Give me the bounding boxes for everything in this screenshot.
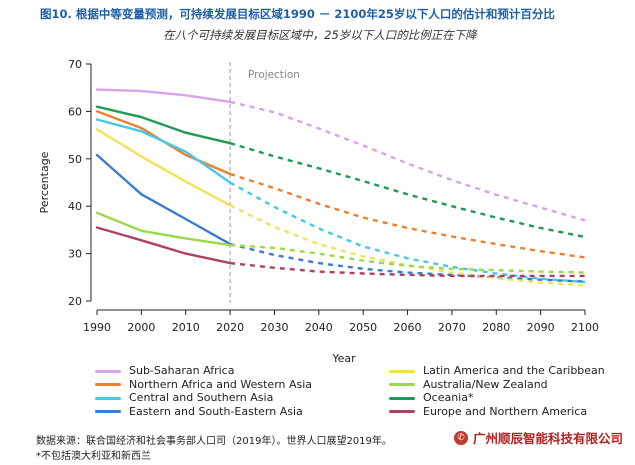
- series-line-estimate: [95, 105, 232, 145]
- x-tick-label: 2100: [571, 321, 599, 334]
- y-tick-label: 40: [68, 200, 82, 213]
- legend-item: Latin America and the Caribbean: [389, 364, 605, 378]
- legend-label: Europe and Northern America: [423, 404, 588, 418]
- legend-label: Central and Southern Asia: [129, 391, 274, 404]
- brand-name: 广州顺辰智能科技有限公司: [472, 431, 623, 446]
- legend-swatch: [95, 410, 121, 413]
- series-line-estimate: [95, 226, 232, 265]
- x-tick-label: 1990: [83, 321, 111, 334]
- series-line-projection: [229, 100, 586, 222]
- x-tick-label: 2040: [305, 321, 333, 334]
- legend-swatch: [95, 369, 121, 373]
- series-eastern-and-south-eastern-asia: [95, 153, 586, 283]
- wechat-icon: ✆: [453, 430, 468, 445]
- series-line-projection: [229, 142, 586, 239]
- y-axis-label: Percentage: [38, 151, 51, 213]
- legend-swatch: [389, 410, 415, 413]
- legend-item: Oceania*: [389, 391, 473, 405]
- brand-watermark: ✆ 广州顺辰智能科技有限公司: [453, 428, 623, 447]
- legend-item: Australia/New Zealand: [389, 378, 548, 392]
- series-sub-saharan-africa: [95, 88, 586, 222]
- series-line-estimate: [95, 211, 232, 247]
- series-line-estimate: [95, 153, 232, 246]
- x-tick-label: 2050: [349, 321, 377, 334]
- legend-label: Australia/New Zealand: [423, 377, 548, 391]
- series-oceania: [95, 105, 586, 239]
- x-tick-label: 2020: [216, 321, 244, 334]
- y-tick-label: 60: [68, 105, 82, 118]
- figure-title: 图10. 根据中等变量预测，可持续发展目标区域1990 － 2100年25岁以下…: [40, 7, 555, 21]
- footnote: *不包括澳大利亚和新西兰: [36, 451, 151, 462]
- series-line-projection: [229, 181, 586, 284]
- legend-label: Oceania*: [423, 391, 474, 404]
- x-tick-label: 2060: [394, 321, 422, 334]
- series-australia-new-zealand: [95, 211, 586, 274]
- x-tick-label: 2000: [127, 321, 155, 334]
- legend-label: Eastern and South-Eastern Asia: [129, 404, 303, 418]
- legend-label: Sub-Saharan Africa: [129, 364, 235, 377]
- x-tick-label: 2080: [482, 321, 510, 334]
- legend-label: Northern Africa and Western Asia: [129, 377, 313, 391]
- series-line-estimate: [95, 88, 232, 104]
- chart-series: [95, 88, 586, 287]
- y-tick-label: 70: [68, 58, 82, 71]
- y-tick-label: 50: [68, 153, 82, 166]
- series-line-projection: [229, 261, 585, 278]
- legend-label: Latin America and the Caribbean: [423, 364, 605, 377]
- legend-item: Sub-Saharan Africa: [95, 364, 234, 378]
- series-europe-and-northern-america: [95, 226, 585, 278]
- source-note: 数据来源：联合国经济和社会事务部人口司（2019年）。世界人口展望2019年。: [36, 436, 392, 447]
- series-line-estimate: [95, 118, 232, 184]
- legend-swatch: [389, 383, 415, 386]
- legend-swatch: [95, 383, 121, 386]
- figure-subtitle: 在八个可持续发展目标区域中，25岁以下人口的比例正在下降: [163, 28, 477, 42]
- projection-label: Projection: [248, 69, 300, 81]
- legend-item: Europe and Northern America: [389, 405, 587, 419]
- series-latin-america-and-the-caribbean: [95, 128, 586, 287]
- x-tick-label: 2010: [172, 321, 200, 334]
- x-tick-label: 2090: [527, 321, 555, 334]
- y-tick-label: 30: [68, 248, 82, 261]
- x-tick-label: 2070: [438, 321, 466, 334]
- legend-item: Central and Southern Asia: [95, 391, 273, 405]
- series-line-estimate: [95, 128, 232, 207]
- x-tick-label: 2030: [260, 321, 288, 334]
- legend-swatch: [95, 396, 121, 400]
- legend-swatch: [389, 369, 415, 373]
- legend-item: Northern Africa and Western Asia: [95, 378, 312, 392]
- series-line-projection: [229, 172, 586, 259]
- y-tick-label: 20: [68, 295, 82, 308]
- x-axis-label: Year: [331, 352, 356, 365]
- series-line-projection: [229, 242, 586, 283]
- series-central-and-southern-asia: [95, 118, 586, 284]
- legend-swatch: [389, 396, 415, 400]
- legend-item: Eastern and South-Eastern Asia: [95, 405, 303, 419]
